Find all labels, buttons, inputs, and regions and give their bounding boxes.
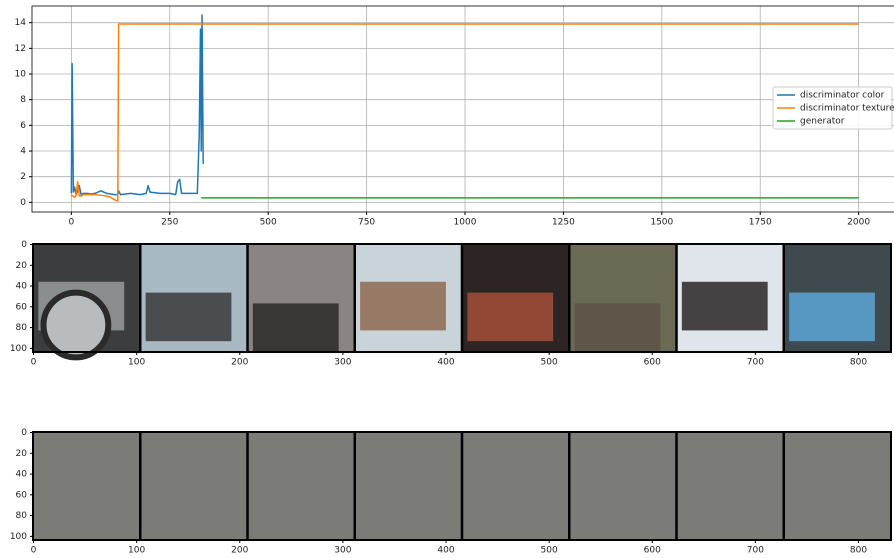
x-tick-label: 200 [231, 358, 248, 368]
x-tick-label: 1500 [650, 218, 673, 228]
y-tick-label: 100 [10, 344, 27, 354]
image-frame [32, 243, 892, 353]
patch-detail [574, 303, 661, 352]
x-tick-label: 1750 [749, 218, 772, 228]
x-tick-label: 500 [541, 546, 558, 556]
x-tick-label: 0 [68, 218, 74, 228]
y-tick-label: 8 [20, 95, 26, 105]
series-line [70, 14, 204, 196]
x-tick-label: 0 [31, 546, 37, 556]
patch [247, 432, 355, 540]
patch-detail [252, 303, 339, 352]
patch-detail [789, 292, 875, 342]
y-tick-label: 100 [10, 532, 27, 542]
legend-box [772, 86, 893, 130]
patch [783, 432, 891, 540]
patch [676, 432, 784, 540]
x-tick-label: 200 [231, 546, 248, 556]
patch-detail [467, 292, 554, 342]
y-tick-label: 60 [16, 490, 28, 500]
legend-label: discriminator color [800, 91, 885, 101]
x-tick-label: 100 [128, 546, 145, 556]
x-tick-label: 800 [850, 358, 867, 368]
y-tick-label: 40 [16, 470, 28, 480]
x-tick-label: 300 [334, 546, 351, 556]
y-tick-label: 60 [16, 302, 28, 312]
x-tick-label: 100 [128, 358, 145, 368]
legend: discriminator color discriminator texture… [772, 86, 894, 130]
x-tick-label: 1250 [552, 218, 575, 228]
y-tick-label: 80 [16, 323, 28, 333]
patch [33, 432, 141, 540]
patch [354, 432, 462, 540]
y-tick-label: 0 [21, 240, 27, 250]
x-tick-label: 400 [437, 358, 454, 368]
y-tick-label: 80 [16, 511, 28, 521]
y-tick-label: 20 [16, 261, 28, 271]
patch [140, 432, 248, 540]
x-tick-label: 500 [541, 358, 558, 368]
plot-frame [31, 5, 894, 213]
x-tick-label: 1000 [454, 218, 477, 228]
x-tick-label: 2000 [847, 218, 870, 228]
y-tick-label: 12 [15, 44, 26, 54]
x-tick-label: 0 [31, 358, 37, 368]
y-tick-label: 6 [20, 121, 26, 131]
x-tick-label: 300 [334, 358, 351, 368]
x-tick-label: 400 [437, 546, 454, 556]
x-tick-label: 250 [161, 218, 178, 228]
x-tick-label: 700 [747, 546, 764, 556]
x-tick-label: 800 [850, 546, 867, 556]
y-tick-label: 0 [20, 198, 26, 208]
legend-label: generator [800, 117, 845, 127]
patch-detail [681, 281, 768, 331]
x-tick-label: 600 [644, 358, 661, 368]
y-tick-label: 2 [20, 172, 26, 182]
x-tick-label: 500 [260, 218, 277, 228]
x-tick-label: 600 [644, 546, 661, 556]
image-frame [32, 431, 892, 541]
patch-detail [360, 281, 446, 331]
y-tick-label: 40 [16, 282, 28, 292]
patch-detail [40, 289, 112, 361]
patch-detail [145, 292, 232, 342]
y-tick-label: 20 [16, 449, 28, 459]
y-tick-label: 4 [20, 147, 26, 157]
series-line [70, 23, 859, 202]
x-tick-label: 700 [747, 358, 764, 368]
patch [569, 432, 677, 540]
legend-label: discriminator texture [800, 104, 894, 114]
patch [462, 432, 570, 540]
y-tick-label: 14 [15, 18, 27, 28]
y-tick-label: 10 [15, 70, 27, 80]
x-tick-label: 750 [358, 218, 375, 228]
y-tick-label: 0 [21, 428, 27, 438]
